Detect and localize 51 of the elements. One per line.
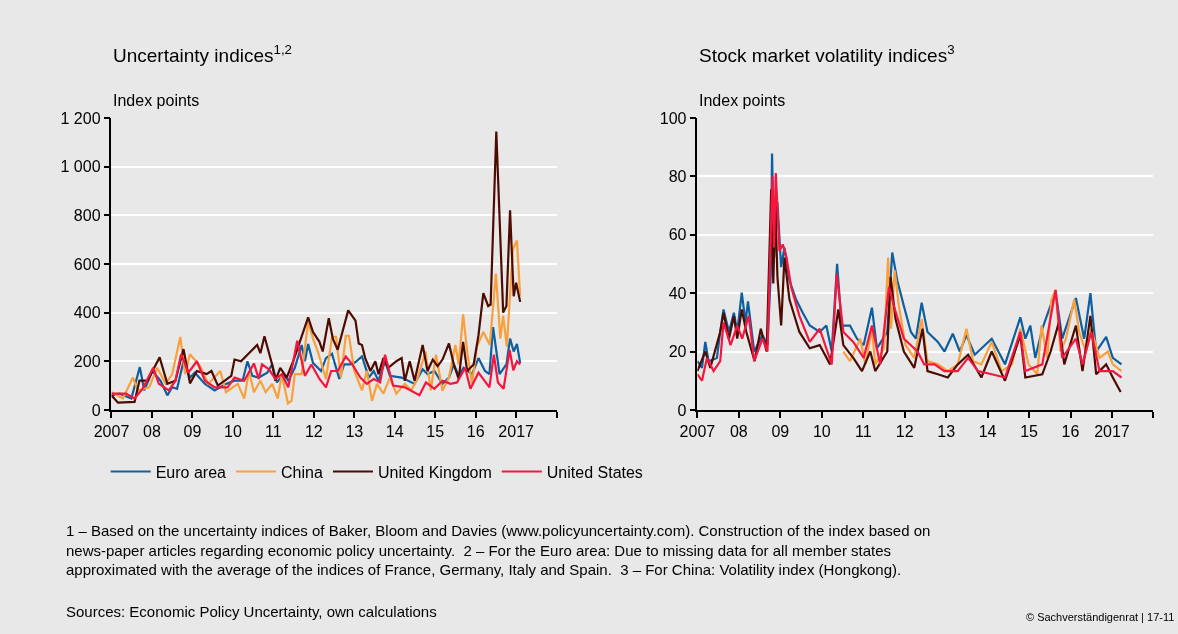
x-tick-label: 16 bbox=[466, 422, 485, 440]
line-series bbox=[842, 256, 1123, 376]
x-tick-label: 11 bbox=[265, 422, 282, 440]
x-tick-label: 15 bbox=[426, 422, 445, 440]
legend-label: United States bbox=[546, 463, 643, 481]
y-axis-title: Index points bbox=[699, 92, 786, 109]
y-tick-label: 0 bbox=[91, 401, 101, 419]
y-tick-label: 600 bbox=[73, 255, 101, 273]
line-series bbox=[111, 326, 522, 400]
x-tick-label: 12 bbox=[895, 422, 914, 440]
y-tick-label: 40 bbox=[668, 284, 687, 302]
x-tick-label: 2017 bbox=[498, 422, 535, 440]
y-tick-label: 20 bbox=[668, 343, 687, 361]
chart-title: Stock market volatility indices$^{3}$ bbox=[699, 42, 955, 66]
x-tick-label: 2007 bbox=[679, 422, 716, 440]
x-tick-label: 14 bbox=[385, 422, 404, 440]
text: 1 – Based on the uncertainty indices of Baker, Bloom and Davies (www.policyuncertainty.com). Construction of the index based on news-paper articles regarding economic policy uncertainty. 2 – For the Euro area: Due to missing data for all member states approximated with the average of the indices of France, Germany, Italy and Spain. 3 – For China: Volatility index (Hongkong). bbox=[66, 522, 931, 578]
x-tick-label: 2017 bbox=[1094, 422, 1130, 440]
x-tick-label: 09 bbox=[771, 422, 790, 440]
x-tick-label: 10 bbox=[223, 422, 242, 440]
x-tick-label: 2007 bbox=[93, 422, 130, 440]
x-tick-label: 15 bbox=[1020, 422, 1039, 440]
y-tick-label: 100 bbox=[659, 109, 687, 127]
x-tick-label: 09 bbox=[183, 422, 202, 440]
y-tick-label: 800 bbox=[73, 206, 101, 224]
x-tick-label: 13 bbox=[345, 422, 364, 440]
y-tick-label: 200 bbox=[73, 352, 101, 370]
legend-label: China bbox=[281, 463, 323, 481]
y-tick-label: 1 200 bbox=[60, 109, 101, 127]
x-tick-label: 10 bbox=[812, 422, 831, 440]
x-tick-label: 08 bbox=[143, 422, 161, 440]
source-note: Sources: Economic Policy Uncertainty, own calculations bbox=[66, 603, 437, 620]
legend-label: Euro area bbox=[155, 463, 227, 481]
x-tick-label: 13 bbox=[937, 422, 956, 440]
y-tick-label: 80 bbox=[668, 167, 687, 185]
x-tick-label: 12 bbox=[304, 422, 323, 440]
y-tick-label: 400 bbox=[73, 304, 101, 322]
legend-label: United Kingdom bbox=[377, 463, 492, 481]
line-series bbox=[111, 339, 522, 400]
chart-title: Uncertainty indices$^{1,2}$ bbox=[113, 42, 293, 66]
line-series bbox=[111, 130, 522, 404]
x-tick-label: 11 bbox=[854, 422, 872, 440]
y-tick-label: 1 000 bbox=[60, 158, 101, 176]
text: © Sachverständigenrat | 17-11 bbox=[1026, 611, 1175, 623]
y-axis-title: Index points bbox=[113, 92, 200, 109]
line-series bbox=[111, 239, 522, 405]
y-tick-label: 0 bbox=[677, 401, 687, 419]
x-tick-label: 08 bbox=[729, 422, 748, 440]
x-tick-label: 14 bbox=[978, 422, 997, 440]
y-tick-label: 60 bbox=[668, 226, 687, 244]
x-tick-label: 16 bbox=[1061, 422, 1080, 440]
